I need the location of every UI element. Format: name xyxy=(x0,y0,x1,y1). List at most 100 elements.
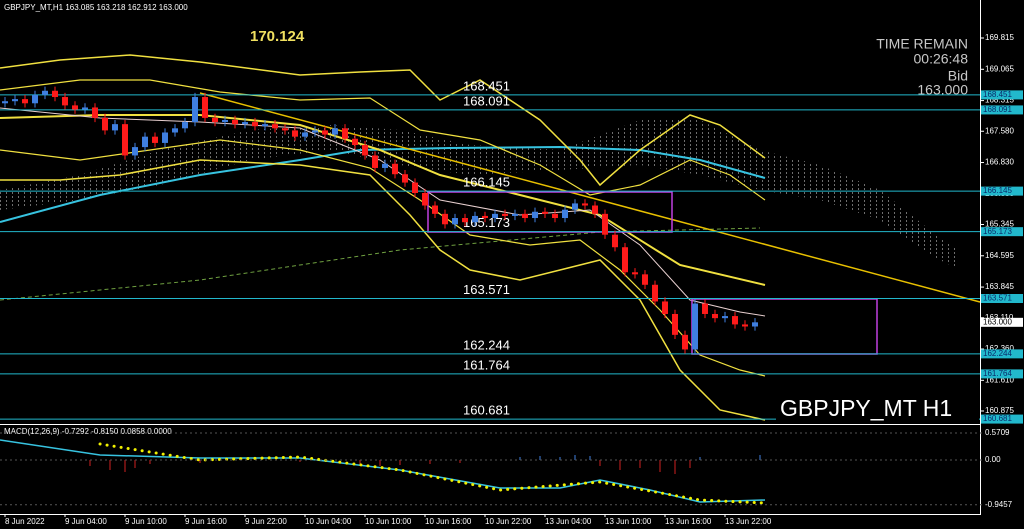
y-tick-label: 164.595 xyxy=(985,251,1014,260)
level-box xyxy=(981,294,1023,304)
candle-body xyxy=(222,119,228,123)
candle-body xyxy=(132,147,138,156)
candle-body xyxy=(382,163,388,168)
y-tick-label: 168.315 xyxy=(985,96,1014,105)
band-lower xyxy=(0,159,766,421)
ma-cyan xyxy=(0,145,766,223)
trend-line xyxy=(199,92,981,303)
symbol-line: GBPJPY_MT,H1 163.085 163.218 162.912 163… xyxy=(4,3,188,12)
watermark-bg xyxy=(776,396,979,423)
candle-body xyxy=(312,130,318,133)
candle-body xyxy=(412,182,418,193)
candle-body xyxy=(712,313,718,319)
candle-body xyxy=(62,97,68,106)
macd-tick-label: -0.9457 xyxy=(985,500,1013,509)
candle-body xyxy=(502,213,508,216)
level-label: 163.571 xyxy=(463,282,510,297)
candle-body xyxy=(252,122,258,127)
level-box xyxy=(981,90,1023,100)
level-box-label: 160.681 xyxy=(983,414,1012,423)
candle-body xyxy=(242,122,248,125)
x-tick-label: 13 Jun 22:00 xyxy=(725,517,772,526)
band-upper xyxy=(0,54,766,187)
candle-body xyxy=(342,128,348,139)
x-tick-label: 13 Jun 04:00 xyxy=(545,517,592,526)
band-mid xyxy=(0,114,766,286)
candle-body xyxy=(322,130,328,135)
level-label: 168.451 xyxy=(463,78,510,93)
candle-body xyxy=(582,203,588,206)
y-tick-label: 167.580 xyxy=(985,126,1014,135)
level-box xyxy=(981,227,1023,237)
candle-body xyxy=(542,211,548,214)
macd-tick-label: 0.00 xyxy=(985,455,1001,464)
level-box xyxy=(981,186,1023,196)
macd-main xyxy=(0,439,766,503)
ma-green-dashed xyxy=(0,227,761,301)
candle-body xyxy=(532,211,538,219)
candle-body xyxy=(432,205,438,214)
candle-body xyxy=(552,213,558,219)
candle-body xyxy=(442,213,448,225)
candle-body xyxy=(642,274,648,285)
candle-body xyxy=(362,145,368,156)
candle-body xyxy=(182,122,188,129)
level-box-label: 161.764 xyxy=(983,369,1012,378)
candle-body xyxy=(402,174,408,183)
candle-body xyxy=(592,205,598,214)
candle-body xyxy=(52,90,58,98)
candle-body xyxy=(102,117,108,131)
candle-body xyxy=(162,132,168,143)
candle-body xyxy=(272,124,278,129)
candle-body xyxy=(92,107,98,118)
x-tick-label: 10 Jun 04:00 xyxy=(305,517,352,526)
x-tick-label: 9 Jun 04:00 xyxy=(65,517,107,526)
current-price-box xyxy=(981,317,1023,327)
y-tick-label: 163.110 xyxy=(985,313,1014,322)
candle-body xyxy=(152,136,158,143)
candle-body xyxy=(192,97,198,123)
macd-histogram-up xyxy=(519,455,761,460)
level-box-label: 168.091 xyxy=(983,105,1012,114)
x-tick-label: 10 Jun 10:00 xyxy=(365,517,412,526)
candle-body xyxy=(692,303,698,350)
candle-body xyxy=(372,155,378,168)
current-price-label: 163.000 xyxy=(983,317,1012,326)
level-box-label: 168.451 xyxy=(983,90,1012,99)
candle-body xyxy=(482,215,488,219)
level-label: 168.091 xyxy=(463,93,510,108)
x-tick-label: 9 Jun 16:00 xyxy=(185,517,227,526)
candle-body xyxy=(682,334,688,350)
y-tick-label: 160.875 xyxy=(985,406,1014,415)
ma-white xyxy=(0,107,766,317)
candle-body xyxy=(42,90,48,95)
band-upper-inner xyxy=(0,79,766,201)
x-tick-label: 10 Jun 16:00 xyxy=(425,517,472,526)
bid-label: Bid xyxy=(948,68,968,84)
y-tick-label: 169.815 xyxy=(985,33,1014,42)
level-box-label: 162.244 xyxy=(983,349,1012,358)
candle-body xyxy=(122,124,128,156)
candle-body xyxy=(722,316,728,319)
candle-body xyxy=(662,301,668,314)
level-box xyxy=(981,105,1023,115)
macd-title: MACD(12,26,9) -0.7292 -0.8150 0.0858 0.0… xyxy=(4,427,172,436)
candle-body xyxy=(302,132,308,137)
candle-body xyxy=(742,324,748,327)
candle-body xyxy=(12,99,18,102)
x-tick-label: 9 Jun 10:00 xyxy=(125,517,167,526)
level-box xyxy=(981,369,1023,379)
x-tick-label: 10 Jun 22:00 xyxy=(485,517,532,526)
candle-body xyxy=(462,218,468,223)
y-tick-label: 162.360 xyxy=(985,344,1014,353)
y-tick-label: 169.065 xyxy=(985,64,1014,73)
candle-body xyxy=(2,101,8,104)
candle-body xyxy=(32,94,38,104)
x-tick-label: 8 Jun 2022 xyxy=(5,517,45,526)
level-box-label: 165.173 xyxy=(983,227,1012,236)
time-remain-label: TIME REMAIN xyxy=(876,36,968,52)
candle-body xyxy=(392,163,398,175)
x-tick-label: 13 Jun 16:00 xyxy=(665,517,712,526)
x-tick-label: 13 Jun 10:00 xyxy=(605,517,652,526)
